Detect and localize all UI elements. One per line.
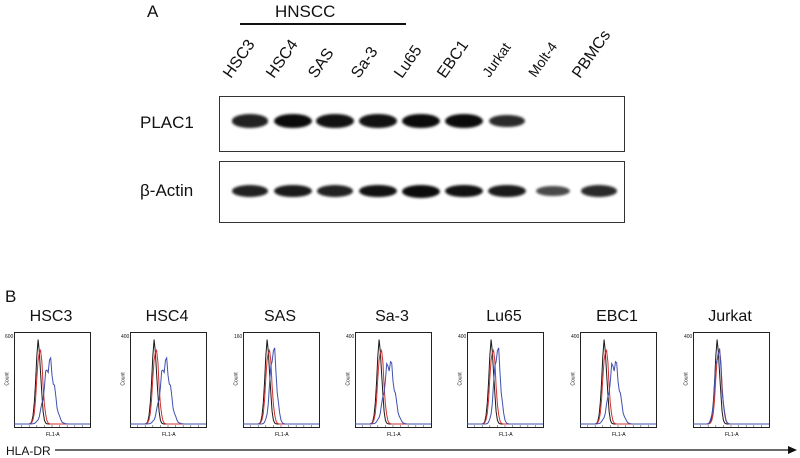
plac1-blot <box>219 96 625 152</box>
histogram-plot: FL1-A <box>355 332 432 438</box>
blot-band <box>359 114 397 128</box>
histogram-curve <box>467 339 543 425</box>
blot-label-plac1: PLAC1 <box>140 113 194 132</box>
blot-band <box>359 184 397 198</box>
panel-a-letter: A <box>147 2 159 21</box>
blot-band <box>316 184 354 198</box>
histogram-curve <box>14 348 90 425</box>
lane-label: PBMCs <box>569 27 615 82</box>
lane-label: HSC3 <box>220 36 259 82</box>
histogram-curve <box>14 356 90 425</box>
histogram-plot: FL1-A <box>14 332 91 438</box>
hnscc-group-bar <box>240 23 406 25</box>
lane-label: Molt-4 <box>524 38 561 80</box>
x-axis-tick-label: FL1-A <box>275 432 289 438</box>
histogram-curve <box>130 356 206 425</box>
histogram-curve <box>467 347 543 425</box>
histogram-curve <box>580 348 656 425</box>
y-axis-label: Count <box>570 372 577 386</box>
y-axis-label: Count <box>4 372 11 386</box>
blot-band <box>445 184 483 198</box>
lane-label: Jurkat <box>478 39 514 80</box>
histogram-curve <box>14 339 90 425</box>
blot-band <box>580 185 618 197</box>
blot-band <box>488 184 526 198</box>
histogram-title: SAS <box>263 308 296 325</box>
x-axis-tick-label: FL1-A <box>725 432 739 438</box>
plot-frame <box>14 332 91 428</box>
lane-label: Lu65 <box>391 42 426 82</box>
y-max-label: 400 <box>684 334 693 340</box>
y-max-label: 400 <box>121 334 130 340</box>
blot-band <box>488 114 526 128</box>
blot-band <box>231 114 269 128</box>
blot-band <box>274 184 312 198</box>
lane-label: HSC4 <box>263 36 302 82</box>
histogram-plot: FL1-A <box>693 332 770 438</box>
histogram-title: Jurkat <box>708 308 752 325</box>
histogram-plot: FL1-A <box>580 332 657 438</box>
hla-dr-axis-label: HLA-DR <box>6 444 51 458</box>
y-axis-label: Count <box>345 372 352 386</box>
x-axis-tick-label: FL1-A <box>612 432 626 438</box>
y-max-label: 400 <box>571 334 580 340</box>
histogram-curve <box>130 339 206 425</box>
blot-band <box>402 114 440 128</box>
plot-frame <box>580 332 657 428</box>
histogram-curve <box>580 360 656 425</box>
blot-label-beta-actin: β-Actin <box>140 181 194 200</box>
histogram-curve <box>355 360 431 425</box>
y-max-label: 160 <box>234 334 243 340</box>
histogram-plot: FL1-A <box>243 332 320 438</box>
lane-label: Sa-3 <box>348 43 382 82</box>
lane-label: EBC1 <box>434 37 473 82</box>
histogram-title: Lu65 <box>486 308 522 325</box>
histogram-title: EBC1 <box>596 308 638 325</box>
histogram-plot: FL1-A <box>467 332 544 438</box>
histogram-title: Sa-3 <box>375 308 409 325</box>
plot-frame <box>693 332 770 428</box>
y-axis-label: Count <box>683 372 690 386</box>
plot-frame <box>355 332 432 428</box>
y-max-label: 600 <box>5 334 14 340</box>
x-axis-tick-label: FL1-A <box>162 432 176 438</box>
histogram-curve <box>243 348 319 425</box>
blot-band <box>274 114 312 128</box>
blot-band <box>231 184 269 198</box>
y-axis-label: Count <box>233 372 240 386</box>
plot-frame <box>243 332 320 428</box>
y-max-label: 400 <box>458 334 467 340</box>
y-max-label: 400 <box>346 334 355 340</box>
plot-frame <box>467 332 544 428</box>
y-axis-label: Count <box>120 372 127 386</box>
histogram-plot: FL1-A <box>130 332 207 438</box>
y-axis-label: Count <box>457 372 464 386</box>
lane-label: SAS <box>305 45 338 82</box>
histogram-curve <box>693 348 769 425</box>
x-axis-tick-label: FL1-A <box>387 432 401 438</box>
blot-band <box>445 114 483 128</box>
panel-b-letter: B <box>5 287 17 306</box>
plot-frame <box>130 332 207 428</box>
histogram-curve <box>467 348 543 425</box>
blot-band <box>316 114 354 128</box>
hla-dr-arrow <box>55 446 797 454</box>
histogram-title: HSC4 <box>145 308 189 325</box>
x-axis-tick-label: FL1-A <box>46 432 60 438</box>
blot-band <box>535 185 571 197</box>
histogram-curve <box>243 339 319 425</box>
histogram-curve <box>693 339 769 425</box>
histogram-curve <box>243 347 319 425</box>
histogram-curve <box>355 348 431 425</box>
blot-band <box>402 184 440 198</box>
histogram-curve <box>693 348 769 425</box>
hnscc-group-label: HNSCC <box>275 2 336 21</box>
x-axis-tick-label: FL1-A <box>499 432 513 438</box>
beta-actin-blot <box>219 161 625 223</box>
histogram-title: HSC3 <box>29 308 73 325</box>
histogram-curve <box>130 348 206 425</box>
